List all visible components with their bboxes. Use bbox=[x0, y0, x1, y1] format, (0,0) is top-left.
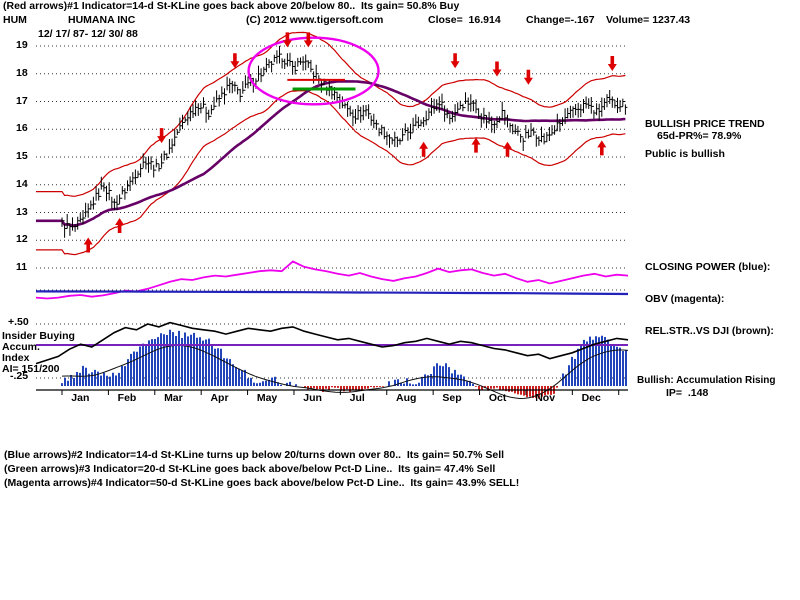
index-label: Index bbox=[2, 352, 30, 364]
insider-buying-label: Insider Buying bbox=[2, 330, 75, 342]
price-tick-label: 17 bbox=[16, 94, 28, 107]
volume-value: Volume= 1237.43 bbox=[606, 14, 691, 26]
month-label: Jun bbox=[303, 392, 322, 404]
month-label: Aug bbox=[396, 392, 417, 404]
indicator3-legend: (Green arrows)#3 Indicator=20-d St-KLine… bbox=[4, 463, 496, 475]
accum-label: Accum. bbox=[2, 341, 40, 353]
closing-power-label: CLOSING POWER (blue): bbox=[645, 261, 771, 273]
change-value: Change=-.167 bbox=[526, 14, 595, 26]
indicator2-legend: (Blue arrows)#2 Indicator=14-d St-KLine … bbox=[4, 449, 505, 461]
month-label: Nov bbox=[535, 392, 556, 404]
rel-str-label: REL.STR..VS DJI (brown): bbox=[645, 325, 774, 337]
month-label: Mar bbox=[164, 392, 183, 404]
close-value: Close= 16.914 bbox=[428, 14, 501, 26]
month-label: Feb bbox=[117, 392, 137, 404]
trend-pr-value: 65d-PR%= 78.9% bbox=[657, 130, 742, 142]
price-tick-label: 13 bbox=[16, 205, 28, 218]
company-name: HUMANA INC bbox=[68, 14, 136, 26]
trend-status-label: BULLISH PRICE TREND bbox=[645, 118, 765, 130]
obv-label: OBV (magenta): bbox=[645, 293, 725, 305]
price-tick-label: 12 bbox=[16, 233, 28, 246]
price-tick-label: 14 bbox=[16, 177, 28, 190]
copyright-text: (C) 2012 www.tigersoft.com bbox=[246, 14, 384, 26]
indicator-tick-label: +.50 bbox=[8, 316, 29, 328]
indicator-tick-label: -.25 bbox=[10, 370, 29, 382]
public-sentiment: Public is bullish bbox=[645, 148, 725, 160]
month-label: Apr bbox=[210, 392, 229, 404]
ticker-symbol: HUM bbox=[3, 14, 27, 26]
month-label: Sep bbox=[442, 392, 462, 404]
date-range: 12/ 17/ 87- 12/ 30/ 88 bbox=[38, 28, 138, 40]
month-label: Jul bbox=[349, 392, 365, 404]
month-label: Dec bbox=[581, 392, 601, 404]
ip-value: IP= .148 bbox=[666, 387, 709, 399]
accumulation-note: Bullish: Accumulation Rising bbox=[637, 375, 776, 386]
ai-value: AI= 151/200 bbox=[2, 363, 60, 375]
price-tick-label: 19 bbox=[16, 39, 28, 51]
indicator1-legend: (Red arrows)#1 Indicator=14-d St-KLine g… bbox=[3, 0, 460, 12]
month-label: Oct bbox=[488, 392, 507, 404]
month-label: May bbox=[256, 392, 278, 404]
price-tick-label: 18 bbox=[16, 66, 28, 79]
price-tick-label: 15 bbox=[16, 150, 28, 162]
month-label: Jan bbox=[71, 392, 90, 404]
price-tick-label: 11 bbox=[16, 261, 28, 273]
price-tick-label: 16 bbox=[16, 122, 28, 135]
indicator4-legend: (Magenta arrows)#4 Indicator=50-d St-KLi… bbox=[4, 477, 520, 489]
